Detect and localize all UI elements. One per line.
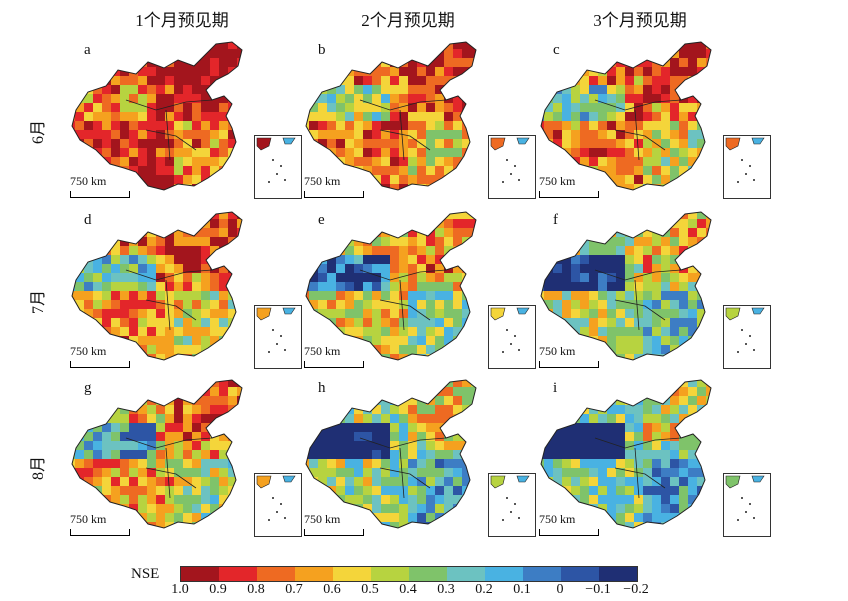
legend-swatch <box>257 567 295 581</box>
legend-swatch <box>333 567 371 581</box>
panel-letter: b <box>318 42 326 58</box>
column-title-1: 1个月预见期 <box>135 11 229 30</box>
south-china-sea-inset <box>723 305 771 369</box>
scale-label: 750 km <box>70 512 107 526</box>
map-panel-e: e 750 km <box>300 210 536 370</box>
legend-tick: −0.1 <box>585 582 611 597</box>
china-map <box>71 41 243 191</box>
scale-bar <box>304 191 364 198</box>
legend-swatch <box>181 567 219 581</box>
map-panel-a: a 750 km <box>66 40 302 200</box>
legend-tick: 0.9 <box>209 582 227 597</box>
map-panel-h: h 750 km <box>300 378 536 538</box>
china-map <box>305 211 477 361</box>
legend-swatch <box>219 567 257 581</box>
map-panel-i: i 750 km <box>535 378 771 538</box>
scale-label: 750 km <box>539 344 576 358</box>
scale-bar <box>70 361 130 368</box>
legend-swatch <box>485 567 523 581</box>
legend-title: NSE <box>131 566 160 582</box>
legend-swatch <box>523 567 561 581</box>
legend-tick-labels: 1.0 0.9 0.8 0.7 0.6 0.5 0.4 0.3 0.2 0.1 0 −0.1 −0.2 <box>170 582 670 600</box>
legend-tick: 0.7 <box>285 582 303 597</box>
scale-bar <box>539 361 599 368</box>
legend-tick: 0.3 <box>437 582 455 597</box>
column-title-3: 3个月预见期 <box>593 11 687 30</box>
south-china-sea-inset <box>723 135 771 199</box>
scale-label: 750 km <box>539 174 576 188</box>
south-china-sea-inset <box>488 473 536 537</box>
legend-tick: 1.0 <box>171 582 189 597</box>
scale-bar <box>539 529 599 536</box>
map-panel-d: d 750 km <box>66 210 302 370</box>
column-title-2: 2个月预见期 <box>361 11 455 30</box>
scale-bar <box>304 361 364 368</box>
map-panel-g: g 750 km <box>66 378 302 538</box>
china-map <box>71 379 243 529</box>
china-map <box>305 379 477 529</box>
scale-label: 750 km <box>304 344 341 358</box>
legend-swatch <box>295 567 333 581</box>
legend-tick: 0.2 <box>475 582 493 597</box>
row-label-august: 8月 <box>30 455 47 480</box>
scale-label: 750 km <box>539 512 576 526</box>
legend-swatch <box>409 567 447 581</box>
panel-letter: e <box>318 212 325 228</box>
scale-label: 750 km <box>70 344 107 358</box>
south-china-sea-inset <box>488 305 536 369</box>
legend-tick: 0.5 <box>361 582 379 597</box>
row-label-june: 6月 <box>30 119 47 144</box>
legend-tick: 0 <box>556 582 564 597</box>
map-panel-b: b 750 km <box>300 40 536 200</box>
scale-bar <box>539 191 599 198</box>
scale-label: 750 km <box>70 174 107 188</box>
legend-swatch <box>561 567 599 581</box>
map-panel-c: c 750 km <box>535 40 771 200</box>
china-map <box>540 211 712 361</box>
panel-letter: d <box>84 212 92 228</box>
scale-bar <box>70 191 130 198</box>
panel-letter: g <box>84 380 92 396</box>
south-china-sea-inset <box>254 305 302 369</box>
legend-tick: 0.8 <box>247 582 265 597</box>
south-china-sea-inset <box>254 473 302 537</box>
china-map <box>540 379 712 529</box>
legend-swatch <box>447 567 485 581</box>
row-label-july: 7月 <box>30 289 47 314</box>
china-map <box>540 41 712 191</box>
panel-letter: f <box>553 212 558 228</box>
panel-letter: c <box>553 42 560 58</box>
scale-label: 750 km <box>304 512 341 526</box>
south-china-sea-inset <box>254 135 302 199</box>
china-map <box>305 41 477 191</box>
panel-letter: a <box>84 42 91 58</box>
scale-bar <box>70 529 130 536</box>
south-china-sea-inset <box>488 135 536 199</box>
legend-swatch <box>599 567 637 581</box>
south-china-sea-inset <box>723 473 771 537</box>
legend-tick: 0.4 <box>399 582 417 597</box>
china-map <box>71 211 243 361</box>
legend-tick: 0.6 <box>323 582 341 597</box>
legend-colorbar <box>180 566 638 582</box>
legend-tick: −0.2 <box>623 582 649 597</box>
panel-letter: i <box>553 380 558 396</box>
map-panel-f: f 750 km <box>535 210 771 370</box>
scale-label: 750 km <box>304 174 341 188</box>
scale-bar <box>304 529 364 536</box>
legend-swatch <box>371 567 409 581</box>
legend-tick: 0.1 <box>513 582 531 597</box>
panel-letter: h <box>318 380 326 396</box>
